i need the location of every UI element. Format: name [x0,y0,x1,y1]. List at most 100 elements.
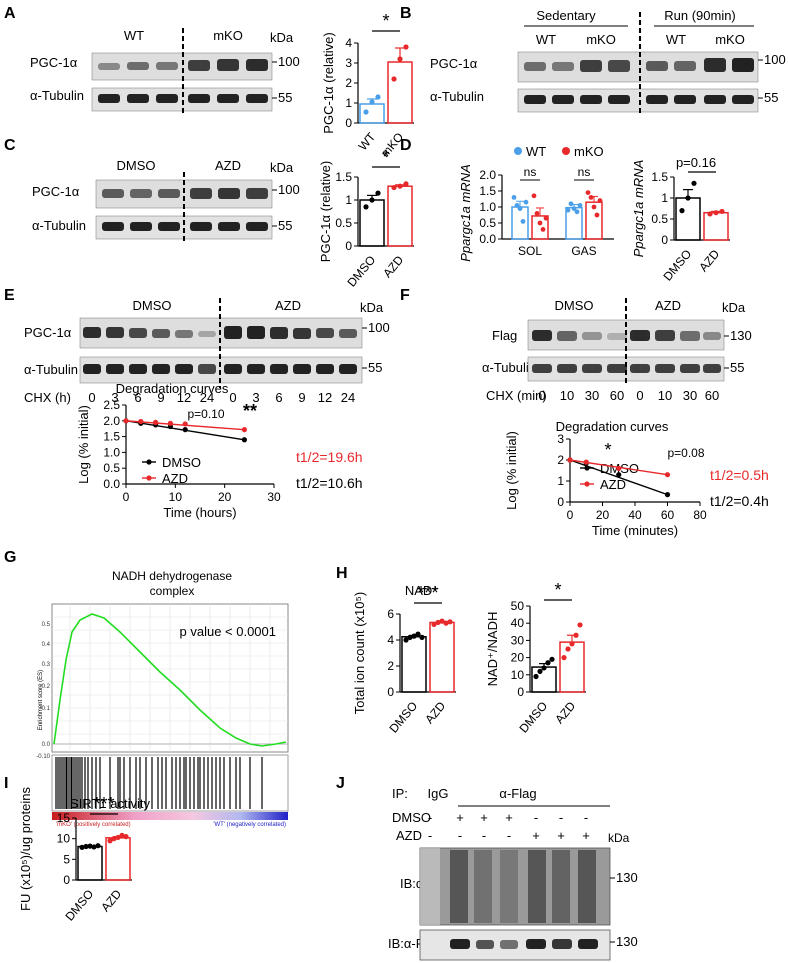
data-point [545,660,551,666]
label-flag: Flag [492,328,517,343]
data-point [123,834,129,840]
chx-times: 0 3 6 9 12 24 0 3 6 9 12 24 [88,390,355,405]
x-tick-label: 0 [567,508,574,522]
y-tick-label: 0 [661,233,668,247]
data-point [573,632,579,638]
marker-55: 55 [368,360,382,375]
f-star: * [604,440,611,460]
svg-text:9: 9 [157,390,164,405]
data-point [403,637,409,643]
significance-stars: * [554,580,561,600]
e-pvalue: p=0.10 [187,407,224,421]
svg-text:+: + [557,828,565,843]
panel-j-blot: IP: IgG α-Flag DMSO AZD - + + + -- - -- --… [388,786,638,961]
data-point [419,634,425,641]
charts: 0 1 2 3 4 WT mKO PGC-1α (relative) * 00.511.5DMSO… [18,11,769,924]
data-point [91,844,97,850]
gsea-ylabel: Enrichment score (ES) [38,670,44,730]
significance-ns: ns [578,165,591,179]
data-point [664,492,671,498]
y-tick-label: 4 [387,633,394,647]
bar-azd [429,621,455,693]
y-tick-label: 0.0 [479,232,496,246]
svg-text:10: 10 [658,388,672,403]
svg-text:24: 24 [341,390,355,405]
i-title: SIRT1 activity [70,796,150,811]
legend-label-dmso: DMSO [162,455,201,470]
data-point [597,198,603,204]
gsea-hit-panel [51,754,289,812]
legend-mko-marker [562,147,570,155]
data-point [87,843,93,849]
label-azd: AZD [655,298,681,313]
panel-letter-e: E [4,287,15,304]
data-point [664,472,671,478]
y-tick-label: 0 [345,116,352,130]
legend-marker [584,465,590,471]
y-tick-label: 50 [511,599,525,613]
bar-dmso [675,197,701,241]
label-kda: kDa [608,831,630,845]
panel-g-gsea: NADH dehydrogenase complex 0.5 0.4 0.3 0.2… [36,569,289,828]
data-point [411,633,417,639]
y-tick-label: 1.5 [103,430,120,444]
data-point [241,437,247,443]
gsea-enrichment-curve [53,613,287,747]
panel-e-blot: DMSO AZD kDa PGC-1α α-Tubulin 100 55 CHX… [24,298,390,405]
panel-letter-j: J [336,775,345,792]
data-point [435,619,441,626]
legend-mko: mKO [574,144,604,159]
panel-c-blot: DMSO AZD kDa PGC-1α α-Tubulin 100 55 [32,158,300,244]
svg-text:30: 30 [683,388,697,403]
chart-c: 0 0.5 1 1.5 DMSO AZD PGC-1α (relative) * [318,147,414,290]
y-tick-label: 0 [557,495,564,509]
y-tick-label: 2 [387,659,394,673]
panel-letter-d: D [400,137,412,154]
label-wt: WT [666,32,686,47]
svg-text:+: + [505,810,513,825]
significance-stars: * [382,11,389,31]
panel-letter-i: I [4,775,8,792]
panel-d-legend: WT mKO p=0.16 [514,144,716,170]
y-axis-label: Ppargc1a mRNA [458,164,473,262]
data-point [119,832,125,838]
data-point [549,656,555,662]
marker-130: 130 [730,328,752,343]
data-point [403,44,409,50]
label-tubulin: α-Tubulin [24,362,78,377]
data-point [397,56,403,62]
chx-label: CHX (h) [24,390,71,405]
y-tick-label: 1 [345,96,352,110]
gsea-left-label: 'mKO' (positively correlated) [56,822,131,828]
data-point [443,620,449,626]
data-point [375,190,381,196]
data-point [167,420,173,426]
y-tick-label: 10 [57,832,71,846]
x-axis-label: Time (minutes) [592,523,678,538]
data-point [523,199,529,205]
data-point [713,210,719,216]
label-tubulin: α-Tubulin [30,88,84,103]
y-tick-label: 10 [511,668,525,682]
data-point [123,418,129,424]
legend-wt: WT [526,144,546,159]
chart-h-right: 0 10 20 30 40 50 DMSO AZD NAD⁺/NADH * [485,580,586,736]
svg-text:3: 3 [252,390,259,405]
label-dmso: DMSO [555,298,594,313]
chart-e-curve: 0.0 0.5 1.01.5 2.0 2.5 0 10 20 30 Time (hours) Log… [76,398,363,520]
label-tubulin: α-Tubulin [430,89,484,104]
y-axis-label: Log (% initial) [76,405,91,484]
data-point [115,834,121,841]
data-point [241,427,247,433]
label-mko: mKO [586,32,616,47]
y-tick-label: 1 [661,191,668,205]
y-axis-label: Log (% initial) [504,431,519,510]
y-tick-label: 0 [387,685,394,699]
azd-signs: - - - - + + + [428,828,590,843]
bar-azd [105,837,131,881]
label-kda: kDa [270,160,294,175]
y-tick-label: 2.0 [479,168,496,182]
y-axis-label: PGC-1α (relative) [318,161,333,262]
y-tick-label: 15 [57,811,71,825]
panel-f-blot: DMSO AZD kDa Flag α-Tubulin 130 55 CHX (… [482,298,752,403]
